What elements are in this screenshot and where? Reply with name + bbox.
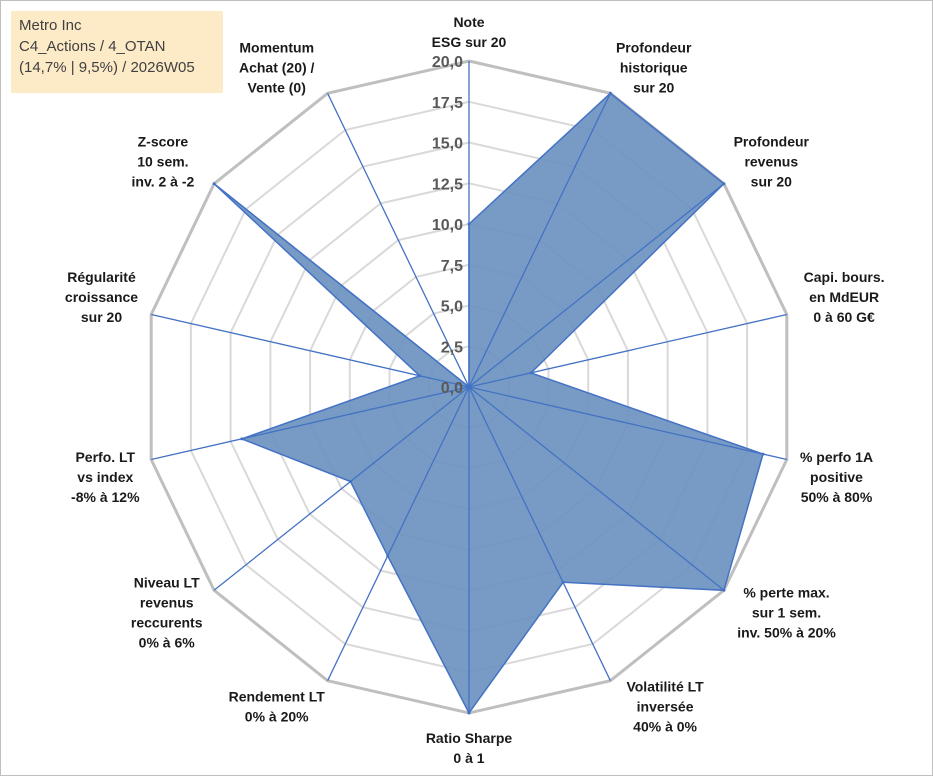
- axis-label-6-line-0: Volatilité LT: [626, 679, 704, 695]
- axis-label-9-line-3: 0% à 6%: [139, 635, 196, 651]
- axis-label-3-line-1: en MdEUR: [809, 289, 879, 305]
- axis-label-10-line-1: vs index: [77, 469, 133, 485]
- axis-label-11-line-1: croissance: [65, 289, 138, 305]
- axis-label-4: % perfo 1A positive 50% à 80%: [800, 449, 873, 505]
- axis-label-7: Ratio Sharpe 0 à 1: [426, 730, 513, 766]
- axis-label-3: Capi. bours. en MdEUR 0 à 60 G€: [804, 269, 885, 325]
- axis-label-6-line-2: 40% à 0%: [633, 719, 697, 735]
- tick-label-6: 15,0: [432, 136, 463, 153]
- axis-label-13-line-0: Momentum: [239, 40, 314, 56]
- axis-label-1-line-2: sur 20: [633, 80, 674, 96]
- axis-label-9-line-1: revenus: [140, 595, 194, 611]
- spoke-1: [468, 93, 611, 388]
- axis-label-2-line-1: revenus: [744, 153, 798, 169]
- spoke-4: [468, 386, 787, 461]
- axis-label-7-line-0: Ratio Sharpe: [426, 730, 513, 746]
- tick-label-4: 10,0: [432, 217, 463, 234]
- axis-label-4-line-1: positive: [810, 469, 863, 485]
- axis-label-13-line-1: Achat (20) /: [239, 60, 315, 76]
- chart-title-box: Metro Inc C4_Actions / 4_OTAN (14,7% | 9…: [11, 11, 223, 93]
- axis-label-5-line-1: sur 1 sem.: [752, 605, 821, 621]
- axis-label-8-line-1: 0% à 20%: [245, 709, 309, 725]
- spoke-8: [327, 386, 470, 681]
- radar-spokes: [151, 61, 787, 713]
- tick-label-3: 7,5: [441, 258, 463, 275]
- tick-label-7: 17,5: [432, 95, 463, 112]
- tick-label-5: 12,5: [432, 176, 463, 193]
- tick-label-2: 5,0: [441, 299, 463, 316]
- axis-label-3-line-2: 0 à 60 G€: [813, 309, 875, 325]
- axis-label-5-line-0: % perte max.: [743, 585, 829, 601]
- spoke-5: [468, 386, 725, 591]
- axis-label-10: Perfo. LT vs index -8% à 12%: [71, 449, 140, 505]
- tick-label-0: 0,0: [441, 380, 463, 397]
- axis-label-11-line-0: Régularité: [67, 269, 136, 285]
- axis-label-6: Volatilité LT inversée 40% à 0%: [626, 679, 704, 735]
- radial-tick-labels: 0,0 2,5 5,0 7,5 10,0 12,5 15,0 17,5 20,0: [432, 54, 463, 397]
- axis-label-11-line-2: sur 20: [81, 309, 122, 325]
- axis-label-0-line-0: Note: [453, 14, 484, 30]
- axis-label-0: Note ESG sur 20: [432, 14, 507, 50]
- axis-label-9: Niveau LT revenus reccurents 0% à 6%: [131, 575, 203, 651]
- axis-label-10-line-0: Perfo. LT: [75, 449, 135, 465]
- axis-label-7-line-1: 0 à 1: [453, 750, 484, 766]
- axis-label-5-line-2: inv. 50% à 20%: [737, 625, 836, 641]
- axis-label-2: Profondeur revenus sur 20: [734, 133, 810, 189]
- axis-label-12: Z-score 10 sem. inv. 2 à -2: [132, 133, 195, 189]
- axis-label-4-line-2: 50% à 80%: [801, 489, 873, 505]
- axis-label-0-line-1: ESG sur 20: [432, 34, 507, 50]
- axis-label-3-line-0: Capi. bours.: [804, 269, 885, 285]
- tick-label-8: 20,0: [432, 54, 463, 71]
- spoke-3: [468, 313, 787, 388]
- axis-label-13: Momentum Achat (20) / Vente (0): [239, 40, 315, 96]
- spoke-11: [151, 313, 470, 388]
- stats-week-line: (14,7% | 9,5%) / 2026W05: [19, 59, 195, 76]
- axis-label-11: Régularité croissance sur 20: [65, 269, 138, 325]
- axis-label-12-line-2: inv. 2 à -2: [132, 173, 195, 189]
- axis-label-10-line-2: -8% à 12%: [71, 489, 140, 505]
- axis-label-9-line-2: reccurents: [131, 615, 203, 631]
- axis-label-4-line-0: % perfo 1A: [800, 449, 873, 465]
- axis-label-12-line-0: Z-score: [138, 133, 189, 149]
- axis-label-8-line-0: Rendement LT: [229, 689, 326, 705]
- company-name: Metro Inc: [19, 17, 82, 34]
- spoke-10: [151, 386, 470, 461]
- axis-label-6-line-1: inversée: [637, 699, 694, 715]
- axis-label-5: % perte max. sur 1 sem. inv. 50% à 20%: [737, 585, 836, 641]
- spoke-6: [468, 386, 611, 681]
- spoke-9: [213, 386, 470, 591]
- axis-label-2-line-0: Profondeur: [734, 133, 810, 149]
- axis-label-12-line-1: 10 sem.: [137, 153, 188, 169]
- axis-label-1: Profondeur historique sur 20: [616, 40, 692, 96]
- axis-label-2-line-2: sur 20: [751, 173, 792, 189]
- tick-label-1: 2,5: [441, 339, 463, 356]
- axis-label-1-line-0: Profondeur: [616, 40, 692, 56]
- spoke-12: [213, 183, 470, 388]
- axis-labels: Note ESG sur 20 Profondeur historique sur 20…: [65, 14, 885, 766]
- portfolio-line: C4_Actions / 4_OTAN: [19, 38, 166, 55]
- axis-label-1-line-1: historique: [620, 60, 688, 76]
- axis-label-9-line-0: Niveau LT: [134, 575, 200, 591]
- spoke-2: [468, 183, 725, 388]
- spoke-13: [327, 93, 470, 388]
- axis-label-8: Rendement LT 0% à 20%: [229, 689, 326, 725]
- axis-label-13-line-2: Vente (0): [248, 80, 306, 96]
